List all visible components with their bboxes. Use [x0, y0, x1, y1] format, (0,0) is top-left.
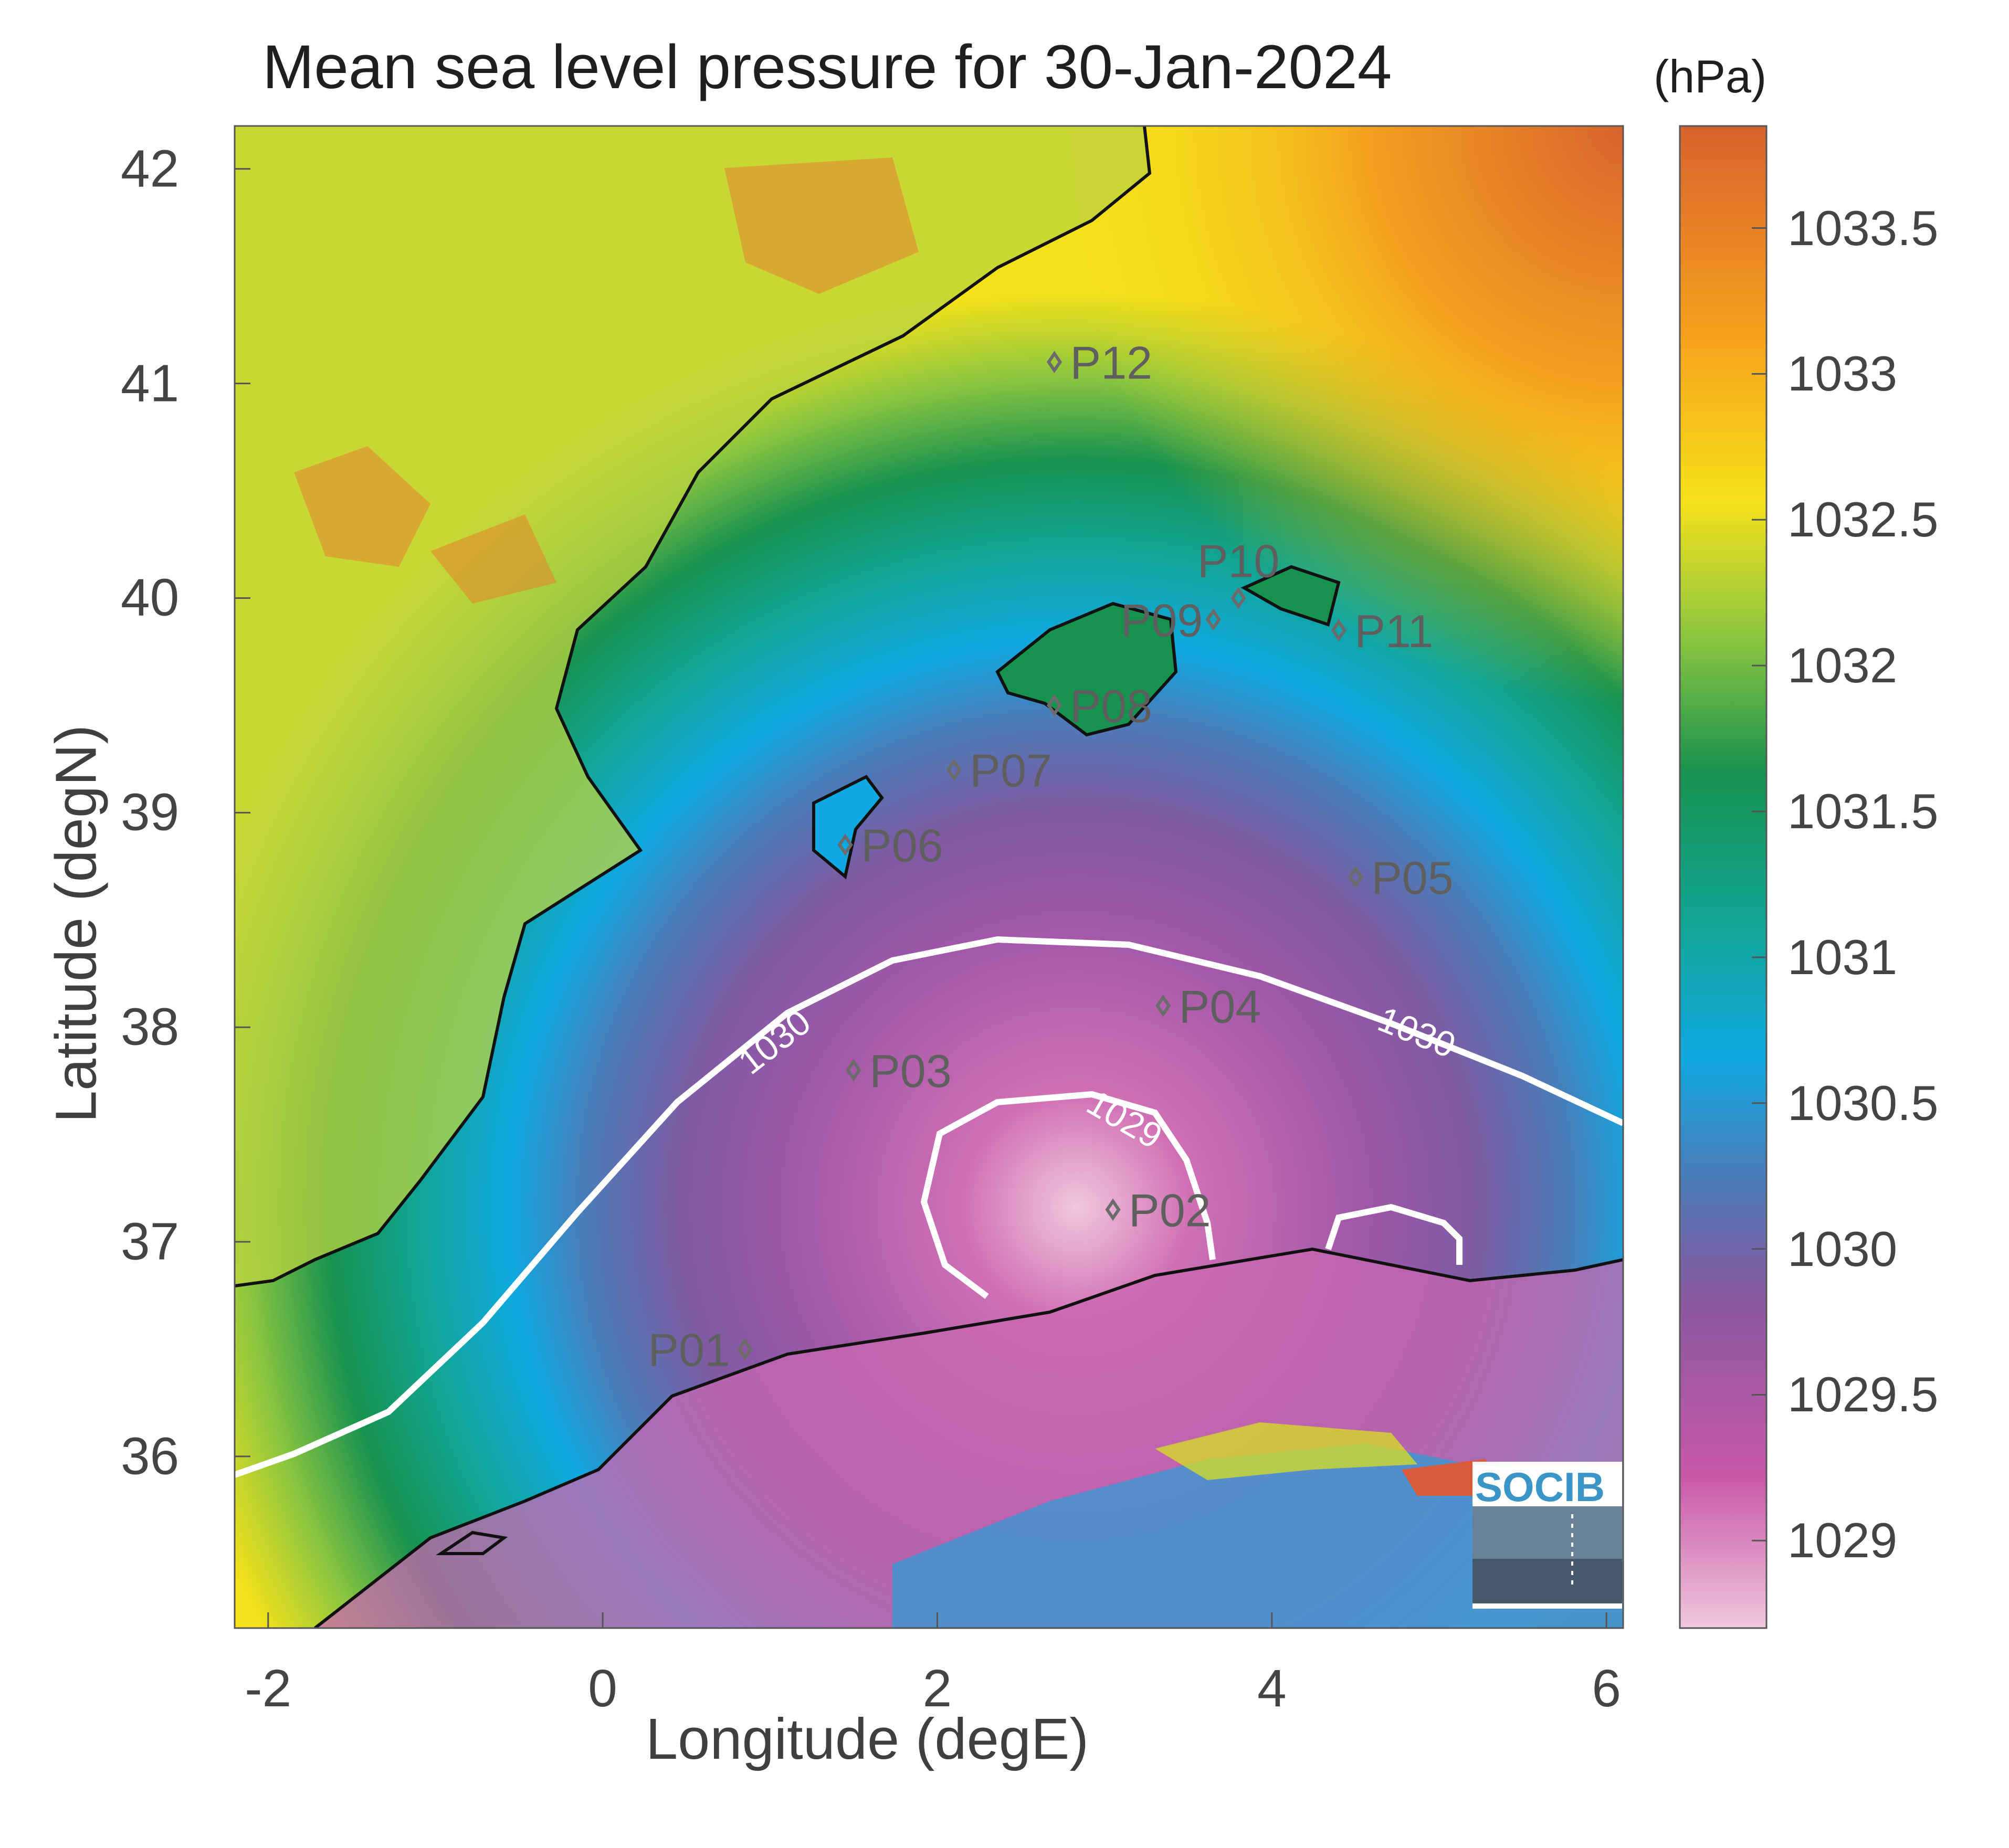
plot-frame — [234, 125, 1624, 1629]
colorbar-tick-label: 1033.5 — [1787, 200, 1939, 256]
chart-title: Mean sea level pressure for 30-Jan-2024 — [262, 33, 1392, 102]
ibiza-island — [812, 775, 884, 880]
colorbar — [1679, 125, 1768, 1629]
contour-1030 — [235, 936, 1623, 1478]
station-marker-p11 — [1331, 619, 1347, 642]
map-field — [235, 126, 1623, 1628]
menorca-island — [1240, 565, 1341, 627]
coastline-iberia — [235, 126, 1152, 1287]
y-tick-label: 36 — [121, 1427, 180, 1486]
y-tick-label: 38 — [121, 997, 180, 1057]
contour-1029 — [920, 1091, 1216, 1299]
station-label-p04: P04 — [1179, 980, 1261, 1032]
colorbar-tick-label: 1033 — [1787, 346, 1898, 402]
y-tick-label: 42 — [121, 139, 180, 198]
station-label-p09: P09 — [1121, 594, 1203, 646]
station-marker-p03 — [846, 1059, 861, 1082]
station-label-p02: P02 — [1129, 1185, 1211, 1237]
socib-logo: SOCIB — [1472, 1462, 1622, 1609]
colorbar-unit: (hPa) — [1654, 50, 1767, 102]
y-tick-label: 39 — [121, 783, 180, 842]
station-marker-p09 — [1205, 608, 1221, 631]
colorbar-tick-label: 1032 — [1787, 638, 1898, 693]
colorbar-tick-label: 1031.5 — [1787, 783, 1939, 839]
station-marker-p02 — [1105, 1198, 1121, 1221]
y-axis-label: Latitude (degN) — [44, 724, 109, 1123]
colorbar-tick-label: 1030 — [1787, 1221, 1898, 1276]
station-marker-p05 — [1348, 865, 1363, 889]
station-label-p11: P11 — [1354, 605, 1433, 657]
iberia-interior-orange — [294, 157, 919, 604]
station-label-p08: P08 — [1070, 680, 1153, 732]
y-tick-label: 40 — [121, 568, 180, 627]
mallorca-island — [995, 601, 1178, 737]
station-label-p10: P10 — [1197, 535, 1280, 587]
logo-text: SOCIB — [1475, 1464, 1605, 1510]
logo-panel-dark — [1472, 1559, 1622, 1603]
africa-interior-yellow — [1155, 1422, 1417, 1480]
station-label-p03: P03 — [869, 1045, 952, 1097]
station-marker-p12 — [1046, 351, 1063, 374]
colorbar-tick-label: 1029 — [1787, 1513, 1898, 1568]
station-label-p06: P06 — [861, 820, 943, 872]
x-tick-label: -2 — [245, 1659, 292, 1718]
x-tick-label: 4 — [1257, 1659, 1287, 1718]
station-marker-p08 — [1046, 694, 1063, 717]
x-tick-label: 6 — [1592, 1659, 1621, 1718]
station-marker-p10 — [1230, 587, 1246, 609]
colorbar-tick-label: 1029.5 — [1787, 1367, 1939, 1422]
x-tick-label: 2 — [922, 1659, 952, 1718]
colorbar-tick-label: 1030.5 — [1787, 1075, 1939, 1131]
station-label-p07: P07 — [970, 745, 1052, 797]
station-marker-p06 — [837, 833, 853, 856]
station-marker-p07 — [946, 758, 962, 781]
iberia-land — [235, 126, 1150, 1286]
contour-1029-secondary — [1325, 1203, 1463, 1265]
station-marker-p04 — [1155, 995, 1171, 1017]
y-tick-label: 41 — [121, 354, 180, 413]
x-tick-label: 0 — [588, 1659, 617, 1718]
station-label-p12: P12 — [1070, 337, 1153, 389]
station-marker-p01 — [737, 1338, 753, 1360]
colorbar-gradient — [1679, 125, 1768, 1629]
colorbar-tick-marks — [1752, 227, 1766, 1541]
coastline-alboran-island — [436, 1530, 508, 1555]
colorbar-tick-label: 1031 — [1787, 929, 1898, 985]
station-label-p05: P05 — [1371, 852, 1454, 904]
station-markers: P01 P02 P03 P04 P05 P06 P07 P08 P09 P10 P11 P12 — [648, 337, 1453, 1376]
y-tick-marks — [235, 168, 250, 1458]
x-axis-label: Longitude (degE) — [646, 1707, 1089, 1771]
colorbar-tick-label: 1032.5 — [1787, 492, 1939, 547]
coastline-africa — [314, 1247, 1623, 1628]
station-label-p01: P01 — [648, 1324, 730, 1376]
y-tick-label: 37 — [121, 1212, 180, 1271]
x-tick-marks — [267, 1612, 1607, 1628]
